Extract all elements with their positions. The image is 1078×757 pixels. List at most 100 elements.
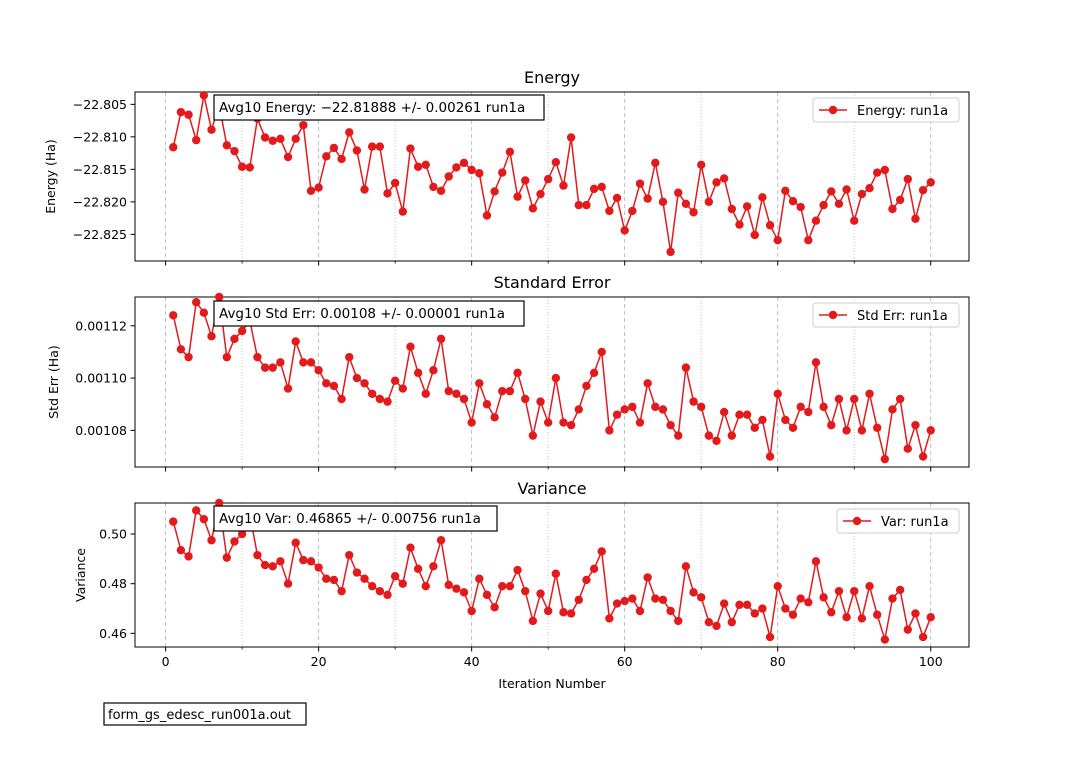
data-point <box>375 394 385 404</box>
annotation-text: Avg10 Var: 0.46865 +/- 0.00756 run1a <box>219 511 481 527</box>
data-point <box>742 600 752 609</box>
data-point <box>498 168 507 177</box>
data-point <box>528 616 538 626</box>
data-point <box>390 376 400 385</box>
annotation-box <box>213 505 498 532</box>
data-point <box>345 128 354 137</box>
data-point <box>880 165 890 175</box>
data-point <box>804 598 813 607</box>
data-point <box>513 368 522 378</box>
data-point <box>482 211 492 220</box>
data-point <box>674 431 683 440</box>
data-point <box>628 594 637 603</box>
data-point <box>605 614 614 623</box>
data-point <box>176 345 186 354</box>
data-point <box>475 379 484 388</box>
data-point <box>253 352 262 362</box>
data-point <box>444 386 453 396</box>
y-tick-label: 0.46 <box>99 626 127 641</box>
data-point <box>811 557 821 566</box>
legend-marker <box>828 310 838 320</box>
data-point <box>444 580 453 590</box>
data-point <box>291 538 300 547</box>
data-point <box>857 426 867 435</box>
legend: Var: run1a <box>836 508 960 534</box>
data-point <box>689 397 698 406</box>
legend-box <box>836 508 960 534</box>
data-point <box>413 368 423 378</box>
data-point <box>268 136 277 145</box>
data-point <box>850 216 859 225</box>
data-point <box>827 187 836 196</box>
data-point <box>796 402 805 412</box>
data-point <box>207 332 216 341</box>
data-point <box>459 158 469 168</box>
data-point <box>566 133 576 142</box>
data-point <box>658 595 668 605</box>
data-point <box>452 389 461 398</box>
data-point <box>612 599 622 608</box>
data-point <box>804 407 813 417</box>
data-point <box>589 184 599 194</box>
data-point <box>635 179 645 188</box>
data-point <box>582 381 591 391</box>
series-line <box>172 296 932 460</box>
y-tick-label: 0.00112 <box>75 318 127 333</box>
data-point <box>712 621 721 631</box>
data-point <box>773 581 782 591</box>
footer-filename: form_gs_edesc_run001a.out <box>108 708 291 723</box>
data-point <box>199 308 209 317</box>
data-point <box>620 596 629 606</box>
data-point <box>176 545 186 555</box>
data-point <box>773 236 782 245</box>
data-point <box>903 174 912 184</box>
data-point <box>765 221 775 230</box>
data-point <box>367 581 377 591</box>
data-point <box>750 423 759 432</box>
data-point <box>528 431 538 440</box>
data-point <box>781 604 790 613</box>
data-point <box>352 568 362 577</box>
data-point <box>276 134 285 143</box>
data-point <box>895 585 905 595</box>
data-point <box>872 423 882 432</box>
data-point <box>230 146 239 156</box>
data-point <box>697 402 706 412</box>
data-point <box>658 197 668 207</box>
data-point <box>352 146 362 155</box>
data-point <box>429 182 438 192</box>
y-tick-label: −22.825 <box>73 227 127 242</box>
data-point <box>742 202 752 211</box>
data-point <box>651 402 660 412</box>
data-point <box>260 363 270 372</box>
legend-marker <box>828 105 838 115</box>
data-point <box>765 632 775 642</box>
data-point <box>865 389 874 398</box>
data-point <box>834 199 844 208</box>
data-point <box>827 420 836 430</box>
data-point <box>674 188 683 197</box>
data-point <box>926 178 935 187</box>
data-point <box>314 563 323 572</box>
data-point <box>612 193 622 203</box>
data-point <box>697 160 706 169</box>
y-axis-label: Std Err (Ha) <box>46 345 61 419</box>
y-tick-label: 0.50 <box>99 527 127 542</box>
data-point <box>918 185 928 195</box>
x-tick-label: 0 <box>162 654 170 669</box>
data-point <box>796 594 805 603</box>
data-point <box>842 185 851 194</box>
data-point <box>918 452 928 461</box>
data-point <box>819 593 828 602</box>
data-point <box>651 158 660 168</box>
data-point <box>781 186 790 195</box>
data-point <box>207 125 216 134</box>
data-point <box>268 562 277 571</box>
data-point <box>521 394 530 404</box>
data-point <box>475 169 484 178</box>
data-point <box>566 420 576 430</box>
data-point <box>926 426 935 435</box>
legend-label: Var: run1a <box>881 515 949 530</box>
data-point <box>276 358 285 367</box>
